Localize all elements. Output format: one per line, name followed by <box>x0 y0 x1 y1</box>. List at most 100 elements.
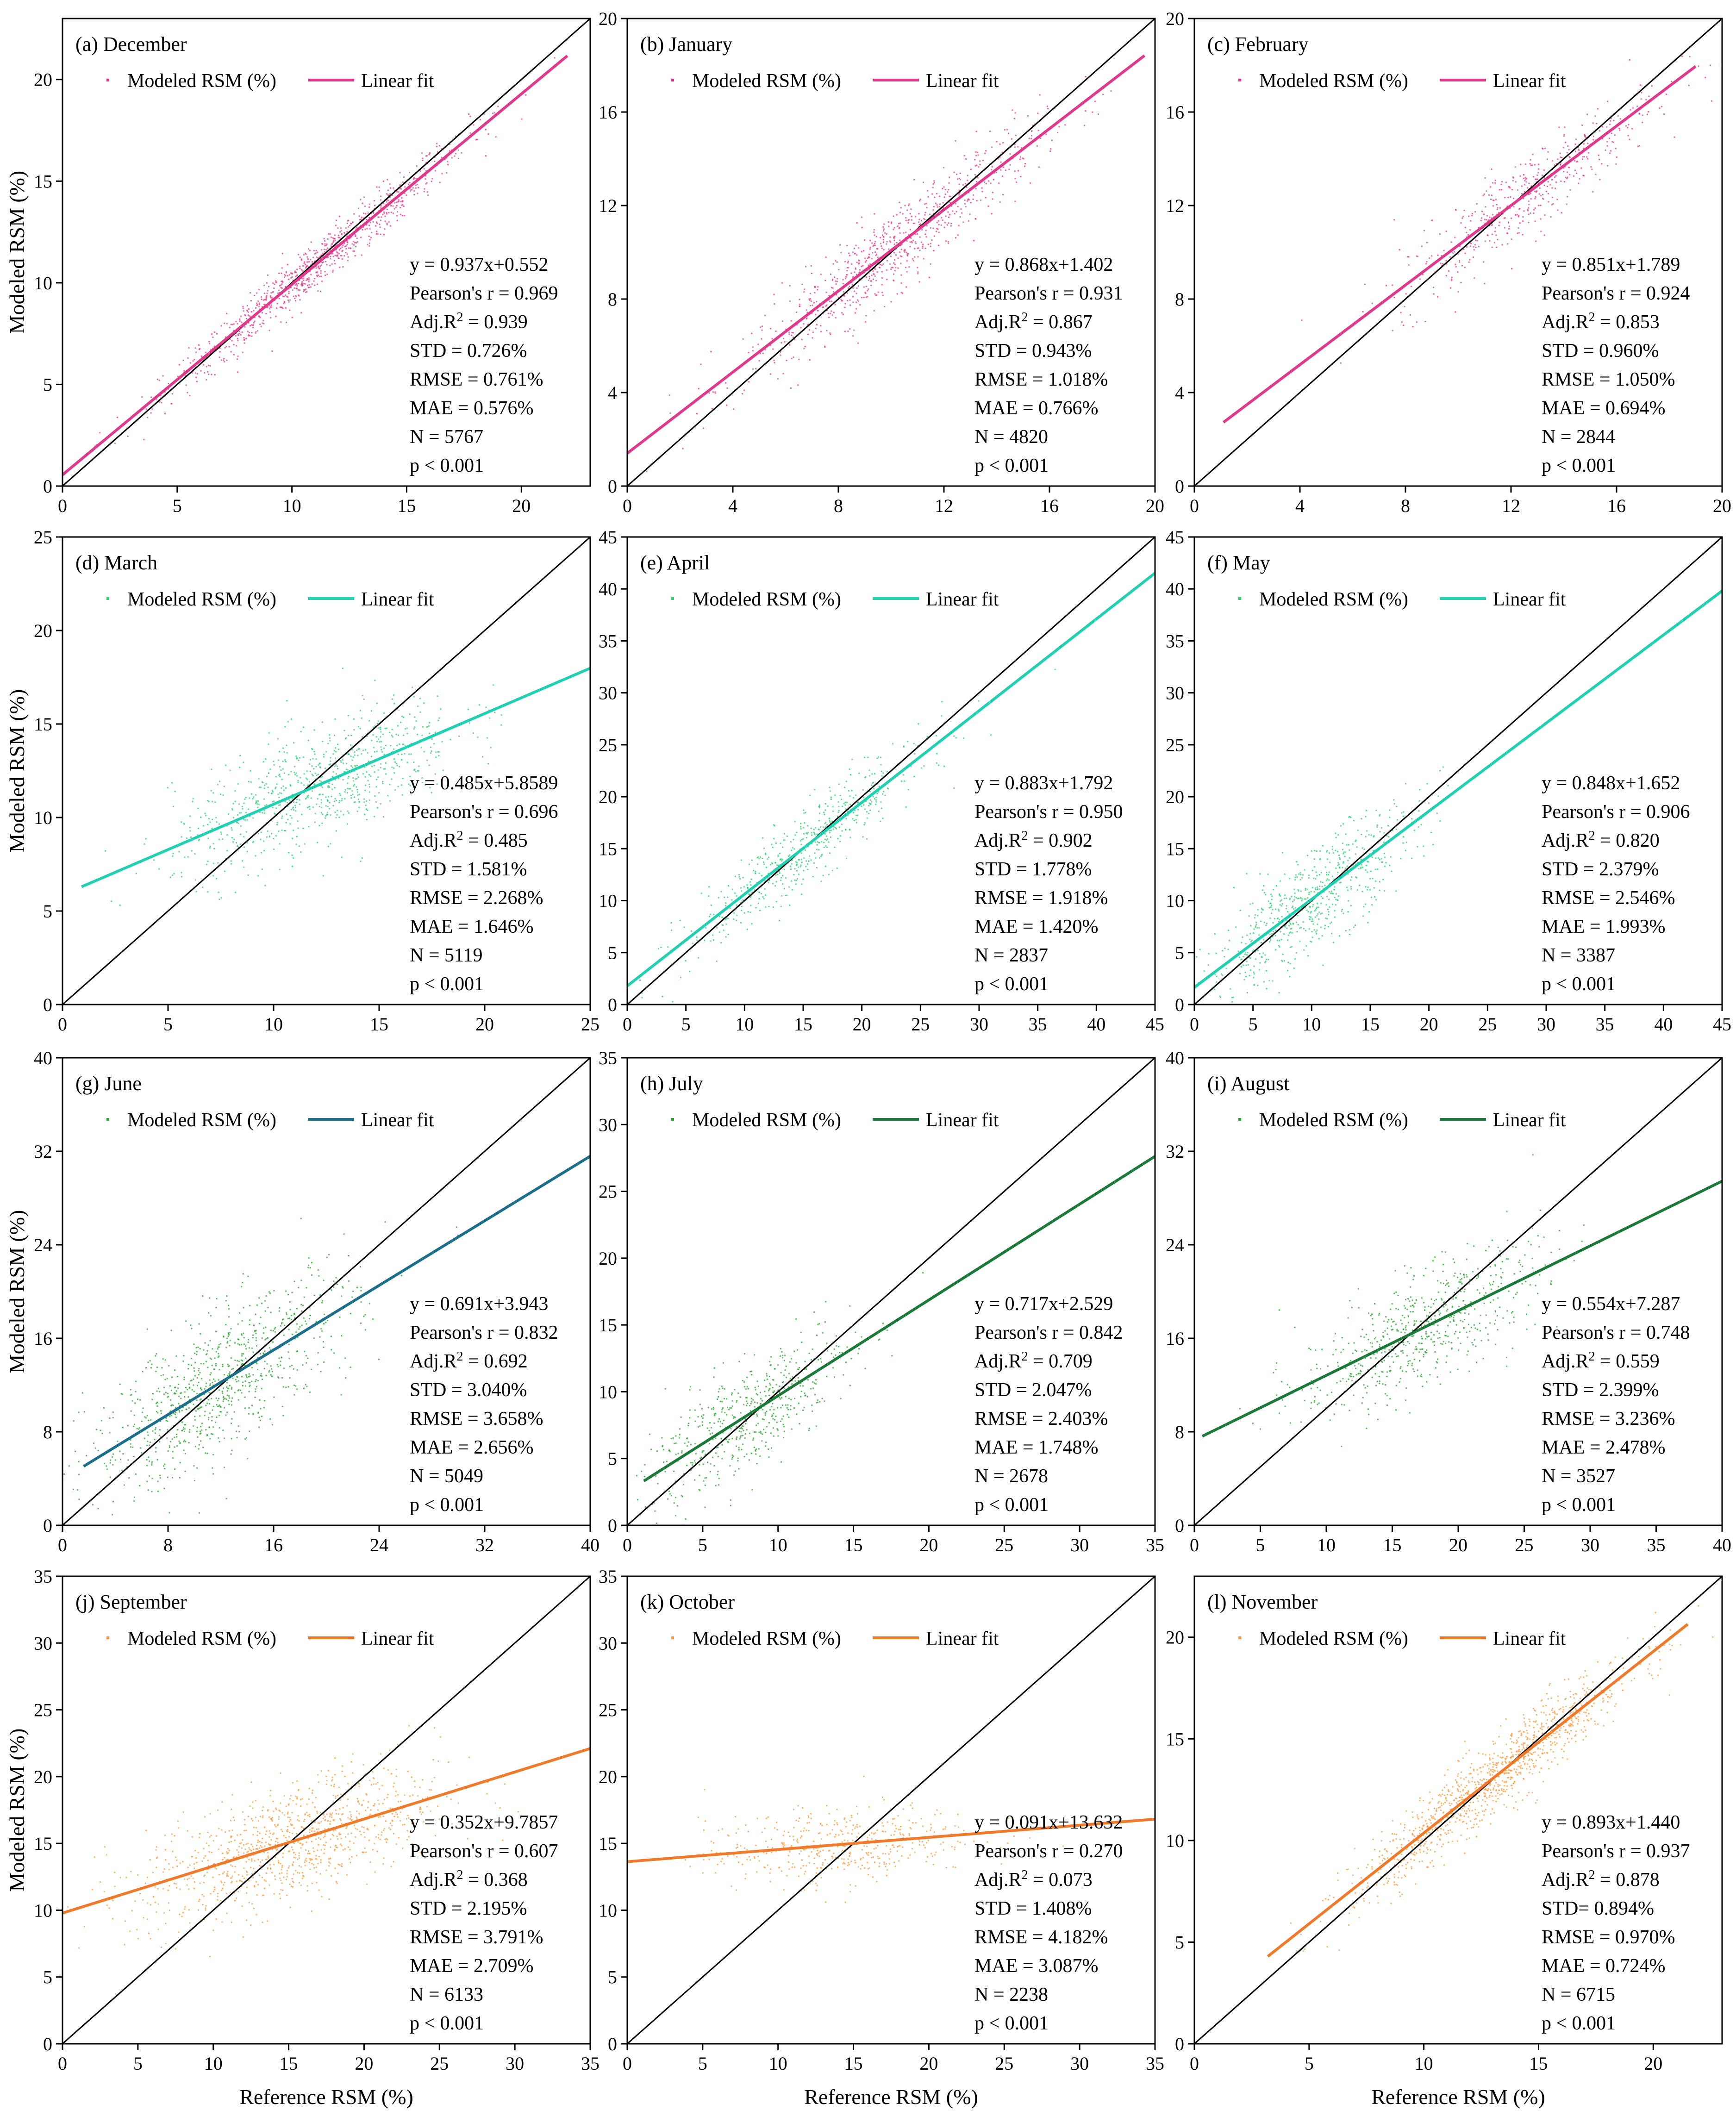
scatter-point <box>321 806 323 808</box>
scatter-point <box>877 783 879 785</box>
scatter-point <box>1317 888 1318 890</box>
scatter-point <box>825 839 827 841</box>
scatter-point <box>1288 924 1290 926</box>
scatter-point <box>247 1458 249 1460</box>
scatter-point <box>241 806 243 808</box>
scatter-point <box>718 931 720 933</box>
scatter-point <box>369 222 371 224</box>
scatter-point <box>212 818 213 820</box>
scatter-point <box>416 165 418 167</box>
scatter-point <box>1392 830 1393 831</box>
scatter-point <box>309 786 311 787</box>
scatter-point <box>875 801 877 803</box>
scatter-point <box>268 743 269 745</box>
scatter-point <box>191 1379 193 1381</box>
scatter-point <box>233 330 235 331</box>
scatter-point <box>326 243 328 245</box>
scatter-point <box>418 187 419 188</box>
scatter-point <box>668 394 670 396</box>
scatter-point <box>918 221 920 223</box>
scatter-point <box>282 785 284 787</box>
scatter-point <box>1015 134 1017 136</box>
scatter-point <box>826 847 828 848</box>
scatter-point <box>321 802 322 804</box>
scatter-point <box>845 829 847 831</box>
scatter-point <box>852 818 854 820</box>
scatter-point <box>1265 961 1267 962</box>
scatter-point <box>247 874 249 876</box>
scatter-point <box>281 829 283 831</box>
scatter-point <box>864 292 866 293</box>
scatter-point <box>258 306 260 307</box>
scatter-point <box>109 1462 111 1464</box>
scatter-point <box>240 315 242 317</box>
scatter-point <box>1393 297 1395 298</box>
scatter-point <box>400 207 401 208</box>
scatter-point <box>293 1394 295 1396</box>
scatter-point <box>861 216 862 218</box>
scatter-point <box>810 859 812 861</box>
scatter-point <box>280 769 282 771</box>
scatter-point <box>895 267 897 268</box>
scatter-point <box>264 784 266 786</box>
scatter-point <box>714 392 716 394</box>
scatter-point <box>811 843 813 845</box>
scatter-point <box>1324 928 1326 930</box>
scatter-point <box>1322 964 1324 966</box>
scatter-point <box>1323 891 1325 893</box>
scatter-point <box>893 236 894 238</box>
scatter-point <box>1351 876 1353 878</box>
scatter-point <box>924 212 926 213</box>
scatter-point <box>402 778 404 779</box>
scatter-point <box>240 812 242 814</box>
scatter-point <box>354 255 356 256</box>
scatter-point <box>1516 214 1518 216</box>
scatter-point <box>411 743 412 744</box>
scatter-point <box>428 722 430 724</box>
scatter-point <box>321 1330 323 1332</box>
scatter-point <box>865 286 867 287</box>
scatter-point <box>916 233 918 235</box>
scatter-point <box>820 325 822 326</box>
scatter-point <box>752 350 754 352</box>
scatter-point <box>313 280 315 282</box>
scatter-point <box>945 215 947 217</box>
scatter-point <box>147 1489 149 1491</box>
scatter-point <box>1253 971 1255 973</box>
scatter-point <box>1263 885 1265 886</box>
scatter-point <box>877 262 879 263</box>
scatter-point <box>944 188 946 190</box>
scatter-point <box>748 351 749 353</box>
scatter-point <box>1597 108 1599 110</box>
scatter-point <box>912 258 913 260</box>
x-tick-label: 4 <box>728 495 737 516</box>
scatter-point <box>1373 887 1375 889</box>
scatter-point <box>777 864 779 866</box>
scatter-point <box>231 837 233 839</box>
scatter-point <box>313 751 315 753</box>
scatter-point <box>306 797 307 799</box>
scatter-point <box>225 346 227 348</box>
scatter-point <box>434 773 436 775</box>
scatter-point <box>422 157 424 159</box>
scatter-point <box>359 1266 361 1267</box>
scatter-point <box>301 284 303 285</box>
scatter-point <box>897 257 899 259</box>
scatter-point <box>260 325 262 327</box>
scatter-point <box>1536 190 1537 192</box>
scatter-point <box>207 837 209 839</box>
scatter-point <box>408 183 410 185</box>
scatter-point <box>897 267 899 269</box>
scatter-point <box>331 245 332 247</box>
scatter-point <box>1489 240 1491 242</box>
scatter-point <box>1380 858 1382 860</box>
scatter-point <box>402 181 404 183</box>
scatter-point <box>894 263 896 265</box>
scatter-point <box>827 838 829 840</box>
scatter-point <box>904 251 905 253</box>
scatter-point <box>371 765 373 767</box>
scatter-point <box>1215 952 1217 954</box>
scatter-point <box>716 927 718 929</box>
scatter-point <box>99 432 101 434</box>
scatter-point <box>97 1450 99 1451</box>
